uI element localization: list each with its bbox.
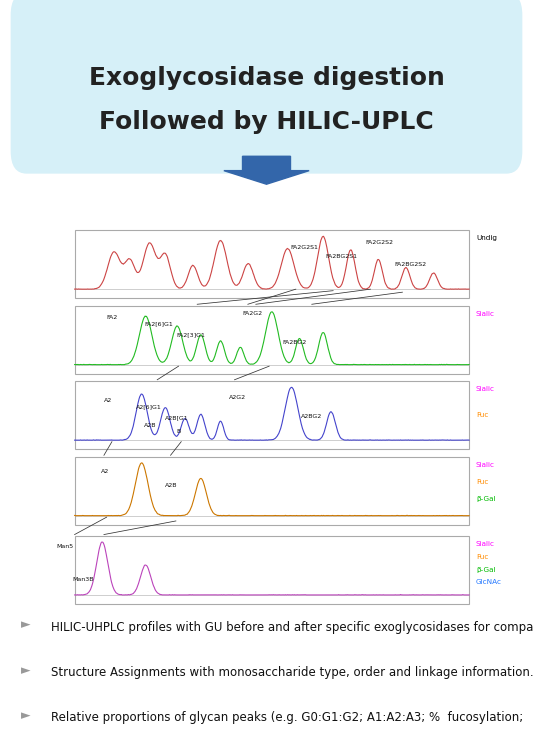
Text: Fuc: Fuc: [476, 479, 488, 485]
Text: FA2G2S2: FA2G2S2: [365, 240, 393, 245]
FancyBboxPatch shape: [75, 381, 469, 449]
Text: A2B: A2B: [165, 483, 177, 488]
Text: A2G2: A2G2: [229, 395, 246, 399]
Text: β-Gal: β-Gal: [476, 567, 496, 573]
Text: A2: A2: [104, 399, 112, 403]
Text: FA2G2S1: FA2G2S1: [290, 245, 318, 250]
FancyBboxPatch shape: [75, 306, 469, 374]
Text: Structure Assignments with monosaccharide type, order and linkage information.: Structure Assignments with monosaccharid…: [51, 666, 533, 679]
Text: ►: ►: [21, 618, 31, 631]
FancyBboxPatch shape: [11, 0, 522, 174]
Text: FA2: FA2: [107, 316, 118, 320]
Text: A2B[G1: A2B[G1: [165, 415, 189, 420]
Text: Man5: Man5: [56, 544, 73, 549]
Text: A2[6]G1: A2[6]G1: [136, 405, 161, 409]
Text: A2: A2: [101, 470, 109, 474]
Text: ►: ►: [21, 664, 31, 676]
Text: A2BG2: A2BG2: [301, 414, 322, 418]
Text: Sialic: Sialic: [476, 541, 495, 547]
Text: B: B: [176, 429, 180, 433]
Text: FA2BG2: FA2BG2: [282, 340, 306, 344]
Polygon shape: [224, 156, 309, 184]
Text: Undig: Undig: [476, 236, 497, 242]
FancyBboxPatch shape: [75, 457, 469, 525]
Text: FA2[6]G1: FA2[6]G1: [144, 322, 173, 326]
Text: β-Gal: β-Gal: [476, 496, 496, 502]
Text: Exoglycosidase digestion: Exoglycosidase digestion: [88, 66, 445, 90]
Text: GlcNAc: GlcNAc: [476, 579, 502, 585]
Text: Fuc: Fuc: [476, 554, 488, 560]
Text: Sialic: Sialic: [476, 462, 495, 468]
Text: Sialic: Sialic: [476, 387, 495, 393]
FancyBboxPatch shape: [75, 230, 469, 298]
Text: HILIC-UHPLC profiles with GU before and after specific exoglycosidases for compa: HILIC-UHPLC profiles with GU before and …: [51, 621, 533, 633]
Text: Followed by HILIC-UPLC: Followed by HILIC-UPLC: [99, 110, 434, 134]
Text: FA2BG2S1: FA2BG2S1: [325, 254, 357, 259]
Text: FA2BG2S2: FA2BG2S2: [394, 262, 426, 267]
Text: FA2G2: FA2G2: [243, 311, 263, 316]
Text: ►: ►: [21, 709, 31, 722]
Text: A2B: A2B: [144, 423, 156, 427]
Text: Man3B: Man3B: [72, 578, 93, 582]
Text: Fuc: Fuc: [476, 412, 488, 418]
Text: FA2[3]G1: FA2[3]G1: [176, 332, 205, 337]
FancyBboxPatch shape: [75, 536, 469, 604]
Text: Sialic: Sialic: [476, 311, 495, 317]
Text: Relative proportions of glycan peaks (e.g. G0:G1:G2; A1:A2:A3; %  fucosylation; : Relative proportions of glycan peaks (e.…: [51, 711, 533, 724]
